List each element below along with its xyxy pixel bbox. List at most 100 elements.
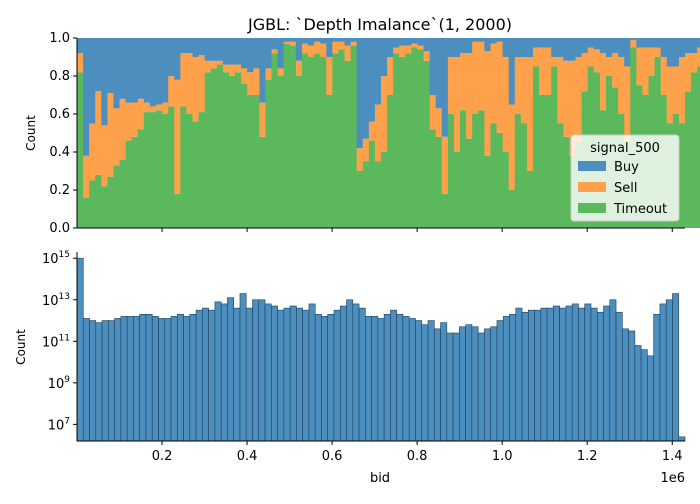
histogram-bar	[101, 320, 109, 442]
bottom-y-tick-label: 1011	[42, 333, 70, 350]
stack-segment-timeout	[520, 123, 528, 228]
stack-segment-buy	[362, 38, 370, 139]
stack-segment-buy	[283, 38, 291, 42]
histogram-bar	[396, 314, 404, 442]
stack-segment-sell	[441, 136, 449, 194]
stack-segment-buy	[241, 38, 248, 69]
histogram-bar	[252, 299, 260, 442]
stack-segment-sell	[624, 66, 631, 143]
stack-segment-timeout	[545, 95, 552, 228]
histogram-bar	[477, 332, 485, 442]
stack-segment-timeout	[387, 95, 394, 228]
stack-segment-buy	[423, 38, 431, 52]
stack-segment-sell	[149, 106, 157, 113]
histogram-bar	[421, 324, 429, 442]
stack-segment-sell	[162, 102, 169, 114]
stack-segment-sell	[660, 57, 668, 95]
stack-segment-buy	[235, 38, 242, 65]
histogram-bar	[578, 307, 586, 442]
stack-segment-buy	[575, 38, 583, 57]
stack-segment-sell	[399, 45, 406, 57]
stack-segment-sell	[478, 41, 485, 111]
stack-segment-buy	[399, 38, 406, 46]
histogram-bar	[176, 314, 184, 442]
stack-segment-sell	[545, 47, 552, 95]
histogram-bar	[264, 303, 272, 442]
stack-segment-sell	[204, 60, 212, 73]
stack-segment-timeout	[204, 72, 212, 228]
histogram-bar	[465, 324, 473, 442]
stack-segment-buy	[393, 38, 400, 48]
stack-segment-timeout	[101, 186, 108, 228]
stack-segment-buy	[678, 38, 686, 57]
histogram-bar	[214, 301, 222, 442]
stack-segment-buy	[612, 38, 619, 54]
stack-segment-sell	[210, 60, 218, 69]
stack-segment-timeout	[478, 110, 485, 228]
stack-segment-buy	[332, 38, 339, 42]
stack-segment-buy	[295, 38, 303, 61]
stack-segment-buy	[472, 38, 479, 42]
stack-segment-sell	[295, 60, 303, 76]
stack-segment-sell	[435, 108, 443, 137]
stack-segment-timeout	[508, 190, 516, 228]
stack-segment-timeout	[198, 112, 206, 228]
bottom-x-tick-label: 1.2	[577, 449, 598, 464]
histogram-bar	[233, 307, 241, 442]
stack-segment-sell	[460, 53, 467, 111]
stack-segment-sell	[77, 53, 84, 73]
stack-segment-buy	[447, 38, 455, 57]
histogram-bar	[509, 314, 517, 442]
stack-segment-timeout	[563, 136, 570, 228]
stack-segment-buy	[593, 38, 601, 50]
histogram-bar	[258, 299, 266, 442]
stack-segment-buy	[502, 38, 510, 57]
stack-segment-sell	[587, 47, 595, 67]
stack-segment-sell	[308, 45, 315, 57]
stack-segment-buy	[301, 38, 309, 44]
stack-segment-buy	[429, 38, 437, 95]
stack-segment-timeout	[125, 140, 133, 228]
stack-segment-buy	[95, 38, 102, 92]
stack-segment-buy	[368, 38, 376, 122]
stack-segment-sell	[599, 53, 607, 111]
histogram-bar	[540, 307, 548, 442]
stack-segment-buy	[478, 38, 485, 42]
stack-segment-buy	[356, 38, 364, 149]
stack-segment-buy	[642, 38, 649, 48]
stack-segment-sell	[666, 66, 674, 124]
stack-segment-timeout	[295, 76, 303, 228]
legend-frame	[570, 134, 680, 222]
stack-segment-timeout	[156, 110, 163, 228]
stack-segment-sell	[368, 121, 376, 141]
stack-segment-buy	[526, 38, 534, 57]
stack-segment-timeout	[210, 68, 218, 229]
stack-segment-buy	[508, 38, 516, 105]
stack-segment-sell	[648, 47, 655, 76]
histogram-bar	[145, 314, 153, 442]
stack-segment-sell	[229, 64, 236, 76]
top-y-tick-label: 0.6	[49, 107, 70, 122]
stack-segment-timeout	[423, 60, 431, 228]
histogram-bar	[383, 314, 391, 442]
histogram-bar	[239, 293, 247, 442]
stack-segment-sell	[697, 47, 700, 67]
stack-segment-timeout	[149, 112, 157, 228]
histogram-bar	[120, 316, 128, 442]
stack-segment-buy	[271, 38, 279, 50]
stack-segment-timeout	[283, 43, 291, 229]
histogram-bar	[559, 307, 567, 442]
stack-segment-buy	[320, 38, 327, 44]
top-y-tick-label: 0.0	[49, 221, 70, 236]
stack-segment-timeout	[253, 95, 260, 228]
histogram-bar	[339, 305, 347, 442]
histogram-bar	[139, 314, 147, 442]
stack-segment-buy	[636, 38, 643, 48]
stack-segment-timeout	[557, 123, 564, 228]
chart-title: JGBL: `Depth Imalance`(1, 2000)	[247, 15, 512, 34]
histogram-bar	[108, 320, 115, 442]
stack-segment-buy	[630, 38, 637, 40]
histogram-bar	[133, 316, 140, 442]
stack-segment-timeout	[216, 64, 224, 228]
